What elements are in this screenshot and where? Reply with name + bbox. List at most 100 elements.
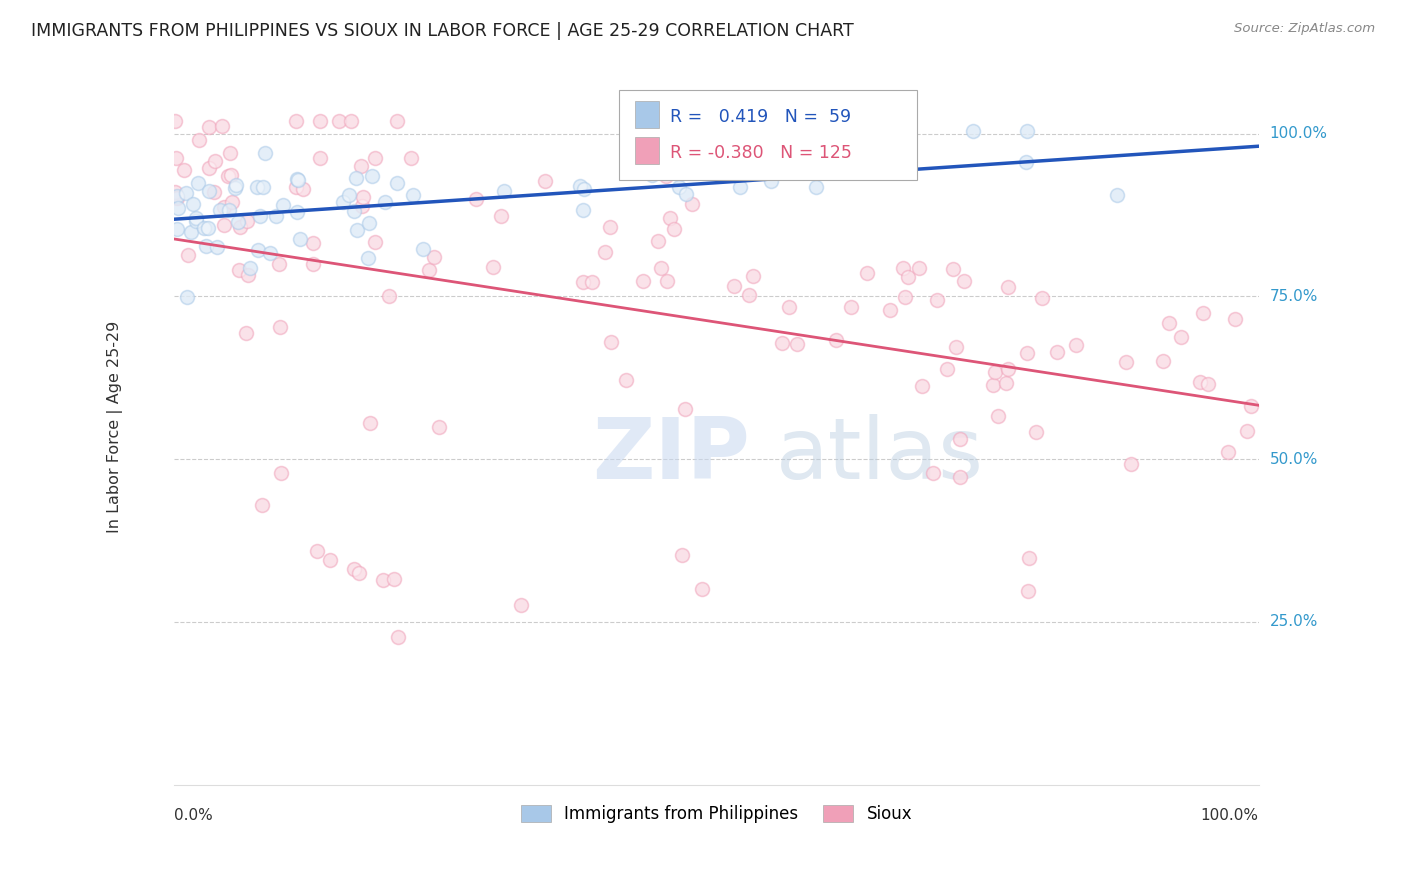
Point <box>218 202 240 217</box>
Point <box>352 190 374 204</box>
Point <box>224 180 246 194</box>
Point <box>494 184 516 198</box>
Point <box>387 630 409 644</box>
Point <box>983 377 1005 392</box>
Point <box>385 113 408 128</box>
Point <box>371 573 394 587</box>
Point <box>183 197 205 211</box>
Point <box>647 234 669 248</box>
Point <box>360 169 382 183</box>
Point <box>212 200 235 214</box>
Point <box>208 202 231 217</box>
Point <box>1159 316 1181 330</box>
Point <box>489 209 512 223</box>
Point <box>962 124 984 138</box>
Point <box>247 243 270 257</box>
Point <box>987 409 1010 423</box>
Point <box>214 218 236 232</box>
Point <box>997 280 1019 294</box>
Point <box>165 151 187 165</box>
Point <box>359 417 381 431</box>
Point <box>194 239 217 253</box>
Point <box>382 573 405 587</box>
Point <box>288 231 311 245</box>
Point <box>271 198 294 212</box>
Point <box>761 174 783 188</box>
Point <box>723 279 745 293</box>
Point <box>1223 312 1246 326</box>
Point <box>856 266 879 280</box>
Point <box>994 376 1017 390</box>
Point <box>631 274 654 288</box>
Point <box>285 113 308 128</box>
Point <box>357 252 380 266</box>
Point <box>945 340 967 354</box>
Point <box>319 552 342 566</box>
Point <box>942 262 965 277</box>
Point <box>671 548 693 562</box>
Text: atlas: atlas <box>776 414 984 497</box>
Point <box>1191 306 1213 320</box>
Point <box>897 270 920 285</box>
Point <box>655 169 678 183</box>
Point <box>1197 377 1219 392</box>
Point <box>662 222 685 236</box>
Point <box>891 260 914 275</box>
Point <box>221 194 243 209</box>
Point <box>387 630 409 644</box>
Point <box>347 566 370 580</box>
Point <box>352 199 374 213</box>
Point <box>359 216 381 230</box>
Point <box>650 260 672 275</box>
Point <box>332 194 354 209</box>
Point <box>198 161 221 176</box>
Point <box>401 151 423 165</box>
Point <box>221 194 243 209</box>
Point <box>894 290 917 304</box>
Point <box>194 239 217 253</box>
Point <box>166 189 188 203</box>
Legend: Immigrants from Philippines, Sioux: Immigrants from Philippines, Sioux <box>515 798 920 830</box>
Point <box>188 133 211 147</box>
Point <box>1064 338 1087 352</box>
Point <box>921 466 943 480</box>
Point <box>285 179 308 194</box>
Point <box>465 192 488 206</box>
Point <box>352 199 374 213</box>
Point <box>949 470 972 484</box>
Point <box>217 169 239 184</box>
Point <box>572 275 595 289</box>
Point <box>631 274 654 288</box>
Point <box>1152 354 1174 368</box>
Point <box>292 182 315 196</box>
Point <box>429 420 451 434</box>
Point <box>180 225 202 239</box>
Point <box>174 186 197 201</box>
Point <box>198 161 221 176</box>
Point <box>1031 292 1053 306</box>
Point <box>962 124 984 138</box>
Text: 0.0%: 0.0% <box>174 807 214 822</box>
Point <box>364 151 387 165</box>
Point <box>350 159 373 173</box>
Point <box>385 176 408 190</box>
Point <box>309 151 332 165</box>
Point <box>1018 551 1040 566</box>
Point <box>599 219 621 234</box>
Point <box>374 195 396 210</box>
Point <box>166 222 188 236</box>
Point <box>770 336 793 351</box>
Point <box>352 190 374 204</box>
Point <box>572 181 595 195</box>
Point <box>205 240 228 254</box>
Point <box>1031 292 1053 306</box>
Point <box>1119 458 1142 472</box>
Point <box>357 252 380 266</box>
Point <box>723 279 745 293</box>
Point <box>219 168 242 182</box>
Point <box>1236 424 1258 438</box>
Point <box>908 261 931 276</box>
Point <box>401 151 423 165</box>
Point <box>879 303 901 318</box>
Point <box>1017 584 1039 599</box>
